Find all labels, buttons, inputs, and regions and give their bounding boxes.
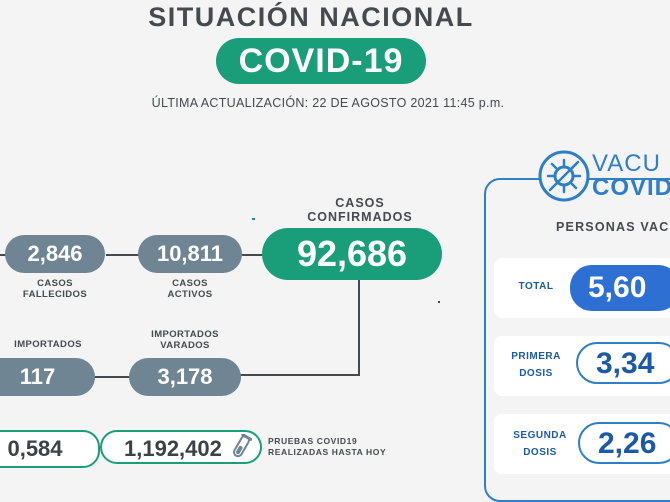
vaccination-total-label: TOTAL bbox=[518, 281, 554, 292]
decorative-dot bbox=[252, 218, 255, 220]
connector-line bbox=[106, 254, 140, 256]
imported-label: IMPORTADOS bbox=[14, 339, 82, 350]
imported-value: 117 bbox=[0, 358, 95, 396]
connector-line bbox=[95, 376, 131, 378]
active-label: CASOS ACTIVOS bbox=[167, 278, 213, 300]
virus-crossed-icon bbox=[538, 150, 590, 202]
deaths-value: 2,846 bbox=[5, 235, 105, 273]
confirmed-value: 92,686 bbox=[262, 228, 442, 280]
covid-badge: COVID-19 bbox=[216, 38, 426, 84]
active-value: 10,811 bbox=[138, 235, 242, 273]
confirmed-label: CASOS CONFIRMADOS bbox=[307, 196, 413, 224]
decorative-dot bbox=[438, 301, 440, 303]
vaccination-total-value: 5,60 bbox=[570, 265, 670, 311]
first-dose-value: 3,34 bbox=[576, 342, 670, 384]
connector-line bbox=[358, 280, 360, 376]
first-dose-label: PRIMERA DOSIS bbox=[511, 351, 561, 379]
tests-label: PRUEBAS COVID19 REALIZADAS HASTA HOY bbox=[268, 436, 387, 457]
vaccination-title: VACU COVID bbox=[592, 150, 670, 201]
test-tube-icon bbox=[233, 434, 252, 458]
second-dose-label: SEGUNDA DOSIS bbox=[513, 430, 567, 458]
deaths-label: CASOS FALLECIDOS bbox=[22, 278, 88, 300]
page-title: SITUACIÓN NACIONAL bbox=[148, 2, 474, 32]
last-update-text: ÚLTIMA ACTUALIZACIÓN: 22 DE AGOSTO 2021 … bbox=[151, 96, 505, 110]
connector-line bbox=[240, 374, 360, 376]
people-vaccinated-label: PERSONAS VAC bbox=[556, 220, 670, 234]
stranded-value: 3,178 bbox=[129, 358, 241, 396]
second-dose-value: 2,26 bbox=[578, 422, 670, 464]
tests-partial-value: 0,584 bbox=[0, 430, 100, 468]
tests-total-value: 1,192,402 bbox=[100, 430, 262, 464]
stranded-label: IMPORTADOS VARADOS bbox=[151, 329, 219, 351]
connector-line bbox=[242, 254, 264, 256]
